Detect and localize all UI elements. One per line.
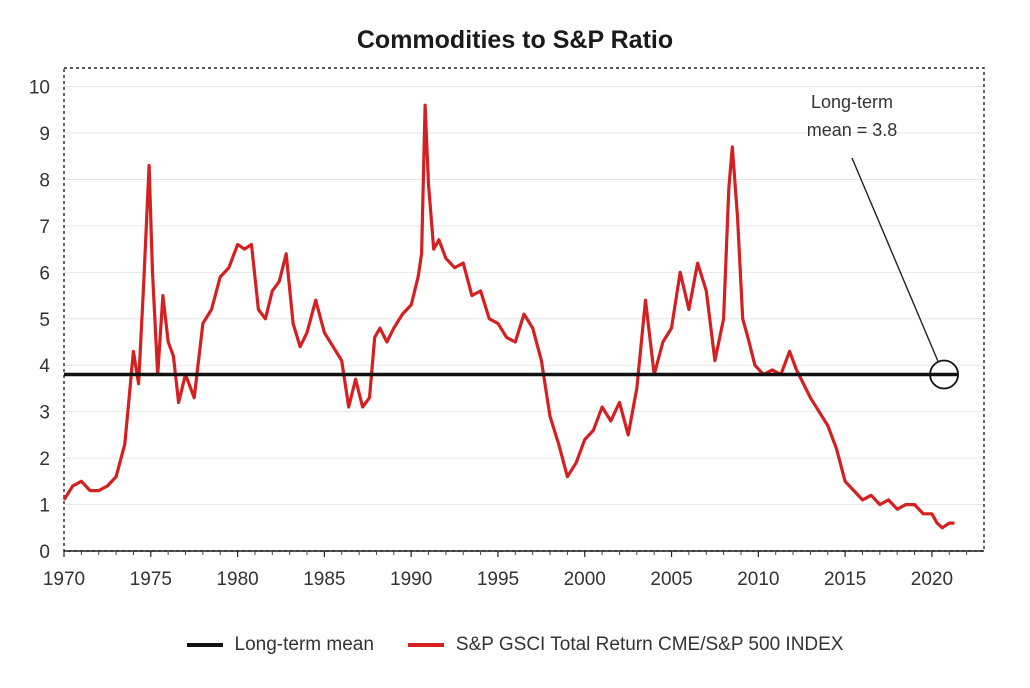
y-tick-label: 10 [29, 78, 50, 99]
legend-item-ratio: S&P GSCI Total Return CME/S&P 500 INDEX [407, 634, 844, 656]
legend: Long-term mean S&P GSCI Total Return CME… [0, 634, 1030, 656]
legend-label-ratio: S&P GSCI Total Return CME/S&P 500 INDEX [455, 634, 844, 655]
y-tick-label: 5 [39, 310, 50, 331]
y-tick-label: 8 [39, 170, 50, 191]
annotation-circle [929, 359, 959, 390]
annotation-text: mean = 3.8 [807, 120, 898, 140]
axes: 0 1 2 3 4 5 6 7 8 9 10 1970 1975 1980 1985 1990 1995 2000… [29, 78, 984, 590]
y-tick-label: 6 [39, 263, 50, 284]
x-tick-label: 1985 [303, 569, 345, 590]
legend-item-mean: Long-term mean [186, 634, 374, 656]
series-layer [62, 103, 958, 530]
legend-swatch-ratio [407, 643, 444, 647]
x-tick-label: 1975 [130, 569, 172, 590]
y-tick-label: 2 [39, 449, 50, 470]
y-tick-label: 7 [39, 217, 50, 238]
x-tick-label: 2015 [824, 569, 866, 590]
y-tick-label: 1 [39, 496, 50, 517]
legend-swatch-mean [186, 643, 223, 647]
x-tick-label: 1995 [477, 569, 519, 590]
x-tick-label: 2005 [650, 569, 692, 590]
x-tick-label: 1980 [216, 569, 258, 590]
annotation: Long-term mean = 3.8 [807, 92, 959, 390]
gridlines [64, 86, 984, 506]
x-tick-label: 1990 [390, 569, 432, 590]
y-tick-label: 9 [39, 124, 50, 145]
y-tick-label: 0 [39, 542, 50, 563]
chart-title: Commodities to S&P Ratio [356, 26, 674, 54]
x-tick-label: 2000 [564, 569, 606, 590]
annotation-pointer-line [851, 157, 939, 362]
x-tick-label: 2020 [911, 569, 953, 590]
y-tick-label: 3 [39, 403, 50, 424]
ratio-series-line [62, 103, 955, 530]
x-tick-label: 1970 [43, 569, 85, 590]
legend-label-mean: Long-term mean [234, 634, 374, 655]
x-tick-label: 2010 [737, 569, 779, 590]
annotation-text: Long-term [811, 92, 893, 112]
y-tick-label: 4 [39, 356, 50, 377]
